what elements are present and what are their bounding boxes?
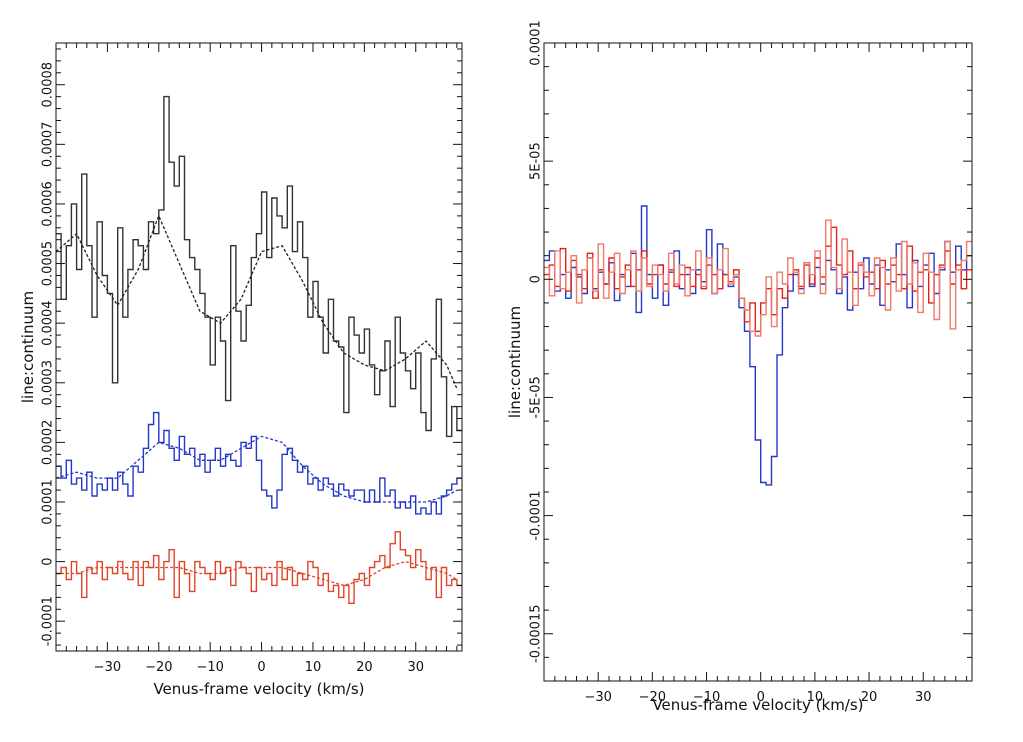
- series-red-model: [56, 560, 458, 587]
- x-tick-label: −20: [145, 660, 172, 675]
- x-tick-label: 20: [861, 690, 878, 705]
- y-tick-label: 0.0007: [41, 122, 56, 168]
- series-red-spectrum: [544, 226, 972, 332]
- x-tick-label: −30: [584, 690, 611, 705]
- x-tick-label: 10: [305, 660, 322, 675]
- y-tick-label: 0.0005: [41, 241, 56, 287]
- x-tick-label: −10: [196, 660, 223, 675]
- x-tick-label: −20: [639, 690, 666, 705]
- y-tick-label: 5E-05: [529, 142, 544, 180]
- y-tick-label: -0.0001: [529, 490, 544, 540]
- y-axis-label: line:continuum: [19, 291, 37, 403]
- y-tick-label: 0.0006: [41, 181, 56, 227]
- y-tick-label: 0.0002: [41, 420, 56, 466]
- x-tick-label: 0: [257, 660, 265, 675]
- y-axis-label: line:continuum: [506, 306, 524, 418]
- right-panel: −30 −20 −10 0 10 20 30 -0.00015 -0.0001 -5E-05 0 5E…: [506, 20, 973, 714]
- x-tick-label: −10: [693, 690, 720, 705]
- series-group: [56, 95, 462, 604]
- x-tick-label: 30: [407, 660, 424, 675]
- series-blue-spectrum: [56, 411, 462, 515]
- series-black-spectrum: [56, 95, 462, 438]
- series-group: [544, 205, 972, 486]
- y-tick-label: 0.0001: [529, 20, 544, 66]
- series-blue-model: [56, 435, 458, 503]
- plot-frame: [543, 42, 973, 682]
- y-tick-label: 0.0003: [41, 360, 56, 406]
- x-tick-label: 0: [757, 690, 765, 705]
- x-tick-label: 30: [915, 690, 932, 705]
- y-tick-label: 0.0004: [41, 300, 56, 346]
- series-blue-spectrum: [544, 205, 972, 486]
- x-tick-label: 10: [807, 690, 824, 705]
- left-panel: −30 −20 −10 0 10 20 30 -0.0001 0 0.0001 0.0002 0.00…: [19, 42, 463, 698]
- y-tick-label: -0.0001: [41, 596, 56, 646]
- x-axis-label: Venus-frame velocity (km/s): [153, 680, 364, 698]
- x-axis-label: Venus-frame velocity (km/s): [652, 696, 863, 714]
- x-tick-label: −30: [94, 660, 121, 675]
- series-black-model: [56, 214, 458, 389]
- y-tick-label: 0.0001: [41, 479, 56, 524]
- y-tick-label: -0.00015: [529, 605, 544, 663]
- x-tick-label: 20: [356, 660, 373, 675]
- y-tick-label: -5E-05: [529, 376, 544, 418]
- y-tick-label: 0: [41, 557, 56, 565]
- plot-frame: [55, 42, 463, 652]
- y-tick-label: 0.0008: [41, 62, 56, 108]
- series-light-red-spectrum: [544, 219, 972, 337]
- y-tick-label: 0: [529, 275, 544, 283]
